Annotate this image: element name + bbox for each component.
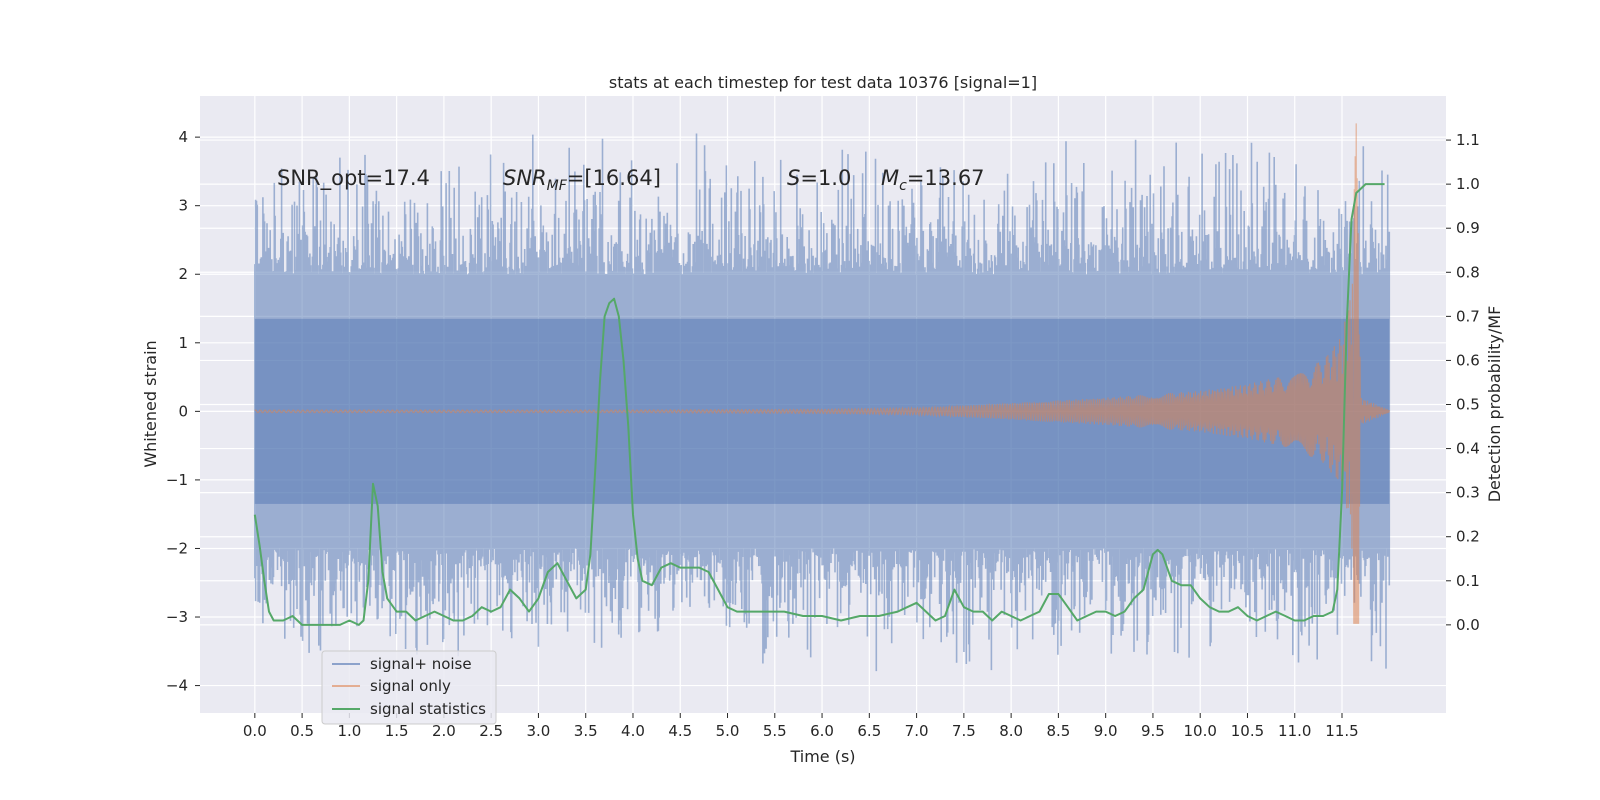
- legend-label-signal-noise: signal+ noise: [370, 655, 472, 673]
- y-axis-label-left: Whitened strain: [141, 340, 160, 467]
- x-tick-label: 6.0: [810, 722, 834, 740]
- y-left-tick-label: −3: [166, 608, 188, 626]
- y-left-tick-label: 0: [178, 402, 188, 420]
- x-tick-label: 7.5: [952, 722, 976, 740]
- x-tick-label: 4.0: [621, 722, 645, 740]
- x-tick-label: 3.0: [527, 722, 551, 740]
- snr-opt-annotation: SNR_opt=17.4: [277, 166, 430, 191]
- mc-annotation: Mc=13.67: [881, 166, 985, 194]
- y-right-tick-label: 0.4: [1456, 440, 1480, 458]
- x-tick-label: 5.0: [716, 722, 740, 740]
- s-symbol: S: [787, 166, 800, 190]
- y-right-tick-label: 1.0: [1456, 175, 1480, 193]
- x-tick-label: 2.0: [432, 722, 456, 740]
- series-signal-statistics-line: [253, 183, 1385, 626]
- mc-sub: c: [899, 178, 907, 194]
- series-signal-noise-line: [254, 133, 1391, 672]
- x-tick-label: 0.5: [290, 722, 314, 740]
- legend: signal+ noise signal only signal statist…: [321, 650, 497, 725]
- y-left-tick-label: 1: [178, 334, 188, 352]
- y-left-tick-label: 4: [178, 128, 188, 146]
- x-tick-label: 11.5: [1325, 722, 1358, 740]
- x-tick-label: 1.5: [385, 722, 409, 740]
- x-tick-label: 1.0: [337, 722, 361, 740]
- mc-symbol: M: [881, 166, 899, 190]
- x-tick-label: 10.5: [1231, 722, 1264, 740]
- snr-mf-base: SNR: [503, 166, 547, 190]
- legend-label-signal-only: signal only: [370, 677, 451, 695]
- x-axis-label: Time (s): [789, 747, 855, 766]
- snr-mf-value: =[16.64]: [567, 166, 661, 190]
- snr-mf-annotation: SNRMF=[16.64]: [503, 166, 661, 194]
- y-right-tick-label: 0.8: [1456, 263, 1480, 281]
- x-tick-label: 8.0: [999, 722, 1023, 740]
- x-tick-label: 3.5: [574, 722, 598, 740]
- s-annotation: S=1.0: [787, 166, 851, 190]
- y-left-tick-label: 2: [178, 265, 188, 283]
- y-right-tick-label: 0.6: [1456, 351, 1480, 369]
- x-tick-label: 7.0: [905, 722, 929, 740]
- x-tick-label: 8.5: [1046, 722, 1070, 740]
- y-left-tick-label: 3: [178, 197, 188, 215]
- series-signal-only-line: [254, 123, 1390, 624]
- y-right-tick-label: 0.9: [1456, 219, 1480, 237]
- chart-title: stats at each timestep for test data 103…: [609, 73, 1037, 92]
- x-tick-label: 0.0: [243, 722, 267, 740]
- y-axis-label-right: Detection probability/MF: [1485, 306, 1504, 503]
- x-tick-label: 10.0: [1184, 722, 1217, 740]
- y-right-tick-label: 0.1: [1456, 572, 1480, 590]
- x-tick-label: 9.5: [1141, 722, 1165, 740]
- x-tick-label: 6.5: [857, 722, 881, 740]
- axes-layer: 0.0 0.5 1.0 1.5 2.0 2.5 3.0 3.5 4.0 4.5 5.0 5.5 6.0 6…: [166, 128, 1480, 740]
- x-tick-label: 4.5: [668, 722, 692, 740]
- x-tick-label: 9.0: [1094, 722, 1118, 740]
- y-left-tick-label: −2: [166, 539, 188, 557]
- y-right-tick-label: 0.5: [1456, 396, 1480, 414]
- y-right-tick-label: 0.3: [1456, 484, 1480, 502]
- snr-mf-sub: MF: [547, 178, 568, 194]
- x-tick-label: 5.5: [763, 722, 787, 740]
- series-layer: [253, 123, 1391, 672]
- legend-box: [321, 650, 497, 725]
- y-right-tick-label: 0.2: [1456, 528, 1480, 546]
- x-tick-label: 11.0: [1278, 722, 1311, 740]
- y-right-tick-label: 1.1: [1456, 131, 1480, 149]
- y-left-tick-label: −1: [166, 471, 188, 489]
- x-tick-label: 2.5: [479, 722, 503, 740]
- y-right-tick-label: 0.0: [1456, 616, 1480, 634]
- y-right-tick-label: 0.7: [1456, 307, 1480, 325]
- legend-label-signal-statistics: signal statistics: [370, 700, 486, 718]
- s-value: =1.0: [800, 166, 851, 190]
- mc-value: =13.67: [907, 166, 985, 190]
- y-left-tick-label: −4: [166, 677, 188, 695]
